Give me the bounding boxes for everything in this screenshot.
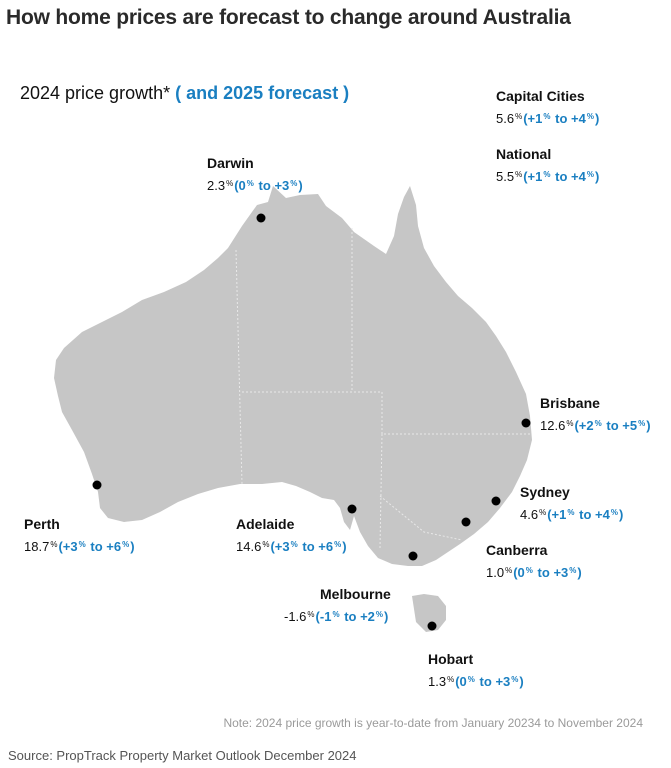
city-name: Darwin [207,155,254,171]
label-melbourne: Melbourne -1.6%(-1% to +2%) [284,586,391,624]
footnote: Note: 2024 price growth is year-to-date … [223,716,643,730]
label-hobart: Hobart 1.3%(0% to +3%) [428,651,524,689]
growth-value: 14.6 [236,539,262,554]
label-capital-cities: Capital Cities 5.6%(+1% to +4%) [496,88,600,126]
marker-canberra [461,517,471,527]
growth-value: 1.0 [486,565,505,580]
city-name: Melbourne [320,586,391,602]
forecast-range: (+2% to +5%) [574,418,651,433]
forecast-range: (+3% to +6%) [58,539,135,554]
marker-melbourne [408,551,418,561]
forecast-range: (+1% to +4%) [523,169,600,184]
marker-hobart [427,621,437,631]
city-markers [92,213,531,631]
marker-sydney [491,496,501,506]
label-canberra: Canberra 1.0%(0% to +3%) [486,542,582,580]
city-name: Canberra [486,542,548,558]
marker-brisbane [521,418,531,428]
growth-value: -1.6 [284,609,307,624]
region-name: Capital Cities [496,88,585,104]
mainland-shape [54,186,532,566]
label-brisbane: Brisbane 12.6%(+2% to +5%) [540,395,651,433]
label-adelaide: Adelaide 14.6%(+3% to +6%) [236,516,347,554]
city-name: Perth [24,516,60,532]
label-sydney: Sydney 4.6%(+1% to +4%) [520,484,624,522]
forecast-range: (0% to +3%) [234,178,303,193]
city-name: Brisbane [540,395,600,411]
forecast-range: (-1% to +2%) [315,609,389,624]
forecast-range: (0% to +3%) [455,674,524,689]
city-name: Sydney [520,484,570,500]
state-borders [235,228,530,549]
region-name: National [496,146,552,162]
marker-adelaide [347,504,357,514]
growth-value: 5.6 [496,111,515,126]
label-perth: Perth 18.7%(+3% to +6%) [24,516,135,554]
legend-subtitle: 2024 price growth* ( and 2025 forecast ) [20,83,349,104]
city-name: Adelaide [236,516,295,532]
page-title: How home prices are forecast to change a… [6,6,571,29]
growth-value: 4.6 [520,507,539,522]
growth-value: 5.5 [496,169,515,184]
marker-darwin [256,213,266,223]
forecast-range: (+1% to +4%) [523,111,600,126]
forecast-label: ( and 2025 forecast ) [175,83,350,103]
forecast-range: (+3% to +6%) [270,539,347,554]
growth-value: 12.6 [540,418,566,433]
forecast-range: (0% to +3%) [513,565,582,580]
growth-label: 2024 price growth* [20,83,171,103]
growth-value: 2.3 [207,178,226,193]
city-name: Hobart [428,651,474,667]
marker-perth [92,480,102,490]
source-line: Source: PropTrack Property Market Outloo… [8,748,357,763]
tasmania-shape [412,594,446,632]
growth-value: 18.7 [24,539,50,554]
label-darwin: Darwin 2.3%(0% to +3%) [207,155,303,193]
growth-value: 1.3 [428,674,447,689]
label-national: National 5.5%(+1% to +4%) [496,146,600,184]
forecast-range: (+1% to +4%) [547,507,624,522]
